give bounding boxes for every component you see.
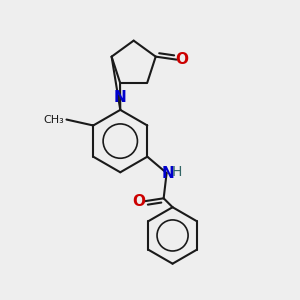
Text: H: H (172, 164, 182, 178)
Text: N: N (114, 90, 127, 105)
Text: O: O (133, 194, 146, 209)
Text: CH₃: CH₃ (44, 115, 64, 124)
Text: N: N (162, 166, 175, 181)
Text: O: O (176, 52, 188, 67)
